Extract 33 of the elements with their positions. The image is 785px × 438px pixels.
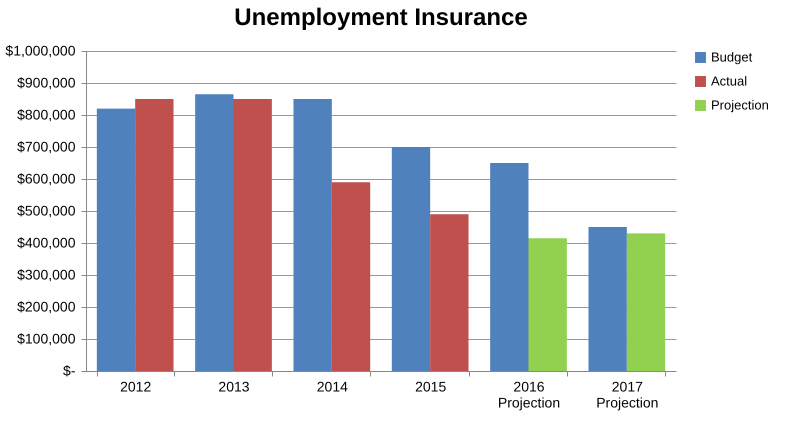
chart-title: Unemployment Insurance [234,4,528,31]
y-tick-label: $900,000 [17,74,76,90]
bar [588,227,627,371]
y-tick-label: $600,000 [17,170,76,186]
bar [293,99,332,371]
x-tick-label: 2017 Projection [596,378,658,410]
bar [392,147,430,371]
x-tick-label: 2016 Projection [498,378,560,410]
x-tick-label: 2014 [316,378,348,394]
x-tick-label: 2015 [415,378,446,394]
bar [234,99,272,371]
y-tick-label: $1,000,000 [5,42,76,58]
y-tick-label: $400,000 [17,234,76,250]
bar [135,99,174,371]
bar [626,233,666,371]
bar [195,94,234,371]
x-tick-label: 2013 [218,378,250,394]
bar [528,238,567,371]
legend-label: Projection [711,98,769,112]
y-tick-label: $200,000 [17,298,76,314]
bar [430,214,469,371]
y-tick-label: $500,000 [17,202,76,218]
bar [332,182,370,371]
y-tick-label: $- [63,362,76,378]
y-tick-label: $100,000 [17,330,76,346]
x-tick-label: 2012 [120,378,152,394]
bar [490,163,528,371]
y-tick-label: $700,000 [17,138,76,154]
bar [96,108,136,371]
legend-label: Budget [711,50,753,64]
legend-label: Actual [711,74,748,88]
y-tick-label: $300,000 [17,266,76,282]
y-tick-label: $800,000 [17,106,76,122]
